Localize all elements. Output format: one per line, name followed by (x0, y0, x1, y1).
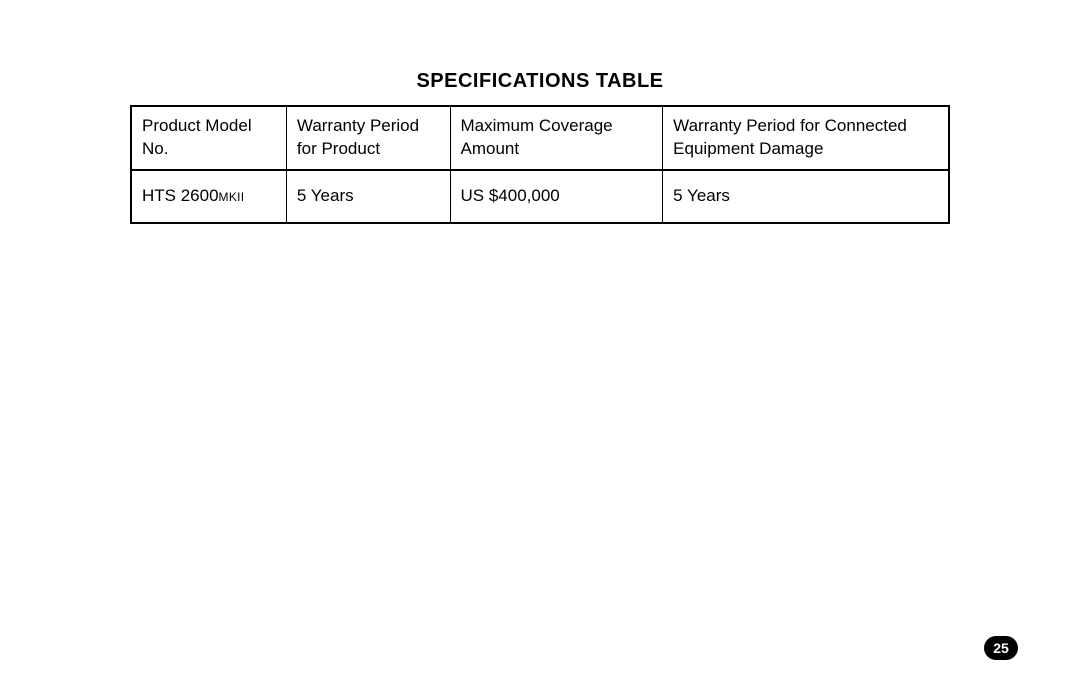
header-text-line1: Warranty Period for Connected (673, 116, 907, 135)
table-header-row: Product Model No. Warranty Period for Pr… (131, 106, 949, 170)
page-title: SPECIFICATIONS TABLE (130, 70, 950, 93)
page-number-text: 25 (993, 640, 1009, 656)
page-number-badge: 25 (984, 636, 1018, 660)
column-header-warranty-product: Warranty Period for Product (286, 106, 450, 170)
header-text-line1: Warranty Period (297, 116, 419, 135)
specifications-table: Product Model No. Warranty Period for Pr… (130, 105, 950, 224)
cell-max-coverage: US $400,000 (450, 170, 663, 223)
cell-warranty-product: 5 Years (286, 170, 450, 223)
header-text-line1: Maximum Coverage (461, 116, 613, 135)
header-text-line2: Equipment Damage (673, 139, 823, 158)
column-header-coverage: Maximum Coverage Amount (450, 106, 663, 170)
header-text-line2: Amount (461, 139, 520, 158)
header-text-line2: for Product (297, 139, 380, 158)
header-text: Product Model No. (142, 116, 252, 158)
column-header-model: Product Model No. (131, 106, 286, 170)
column-header-warranty-connected: Warranty Period for Connected Equipment … (663, 106, 949, 170)
model-prefix: HTS 2600 (142, 186, 219, 205)
cell-warranty-connected: 5 Years (663, 170, 949, 223)
cell-model: HTS 2600MKII (131, 170, 286, 223)
model-suffix: MKII (219, 190, 245, 204)
table-row: HTS 2600MKII 5 Years US $400,000 5 Years (131, 170, 949, 223)
